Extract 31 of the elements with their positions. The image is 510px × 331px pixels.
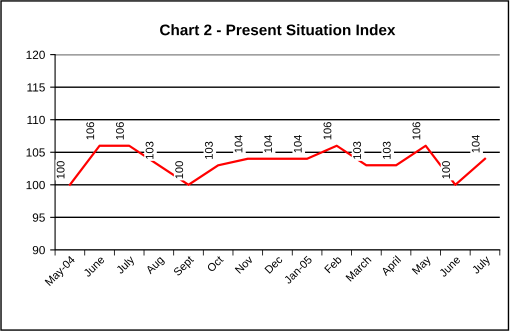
y-tick-label: 120 xyxy=(26,50,45,60)
data-label: 100 xyxy=(56,161,65,178)
x-tick-label: July xyxy=(471,254,492,276)
data-label: 106 xyxy=(86,122,94,140)
data-label: 100 xyxy=(175,161,184,178)
x-tick-label: Feb xyxy=(324,255,342,274)
data-label: 104 xyxy=(264,135,272,152)
y-tick-label: 90 xyxy=(32,246,45,254)
x-tick-label: Oct xyxy=(206,255,224,272)
y-tick-label: 100 xyxy=(26,180,45,190)
data-label: 103 xyxy=(146,142,154,159)
data-label: 104 xyxy=(234,135,242,152)
data-label: 104 xyxy=(294,135,302,152)
y-tick-label: 110 xyxy=(27,116,45,124)
data-label: 103 xyxy=(204,142,213,159)
y-tick-label: 115 xyxy=(27,83,45,92)
data-label: 100 xyxy=(442,161,450,178)
x-tick-label: Aug xyxy=(145,256,166,276)
data-label: 106 xyxy=(324,122,332,140)
data-label: 106 xyxy=(116,122,124,140)
chart-title: Chart 2 - Present Situation Index xyxy=(160,24,396,36)
x-tick-label: Dec xyxy=(264,255,284,274)
x-tick-label: Nov xyxy=(234,255,254,274)
data-label: 104 xyxy=(472,135,480,152)
data-label: 103 xyxy=(382,142,391,159)
data-label: 103 xyxy=(353,142,362,159)
y-tick-label: 95 xyxy=(32,213,45,222)
y-tick-label: 105 xyxy=(26,148,45,157)
data-label: 106 xyxy=(412,122,420,140)
x-tick-label: July xyxy=(115,254,137,276)
x-tick-label: May xyxy=(412,255,433,276)
